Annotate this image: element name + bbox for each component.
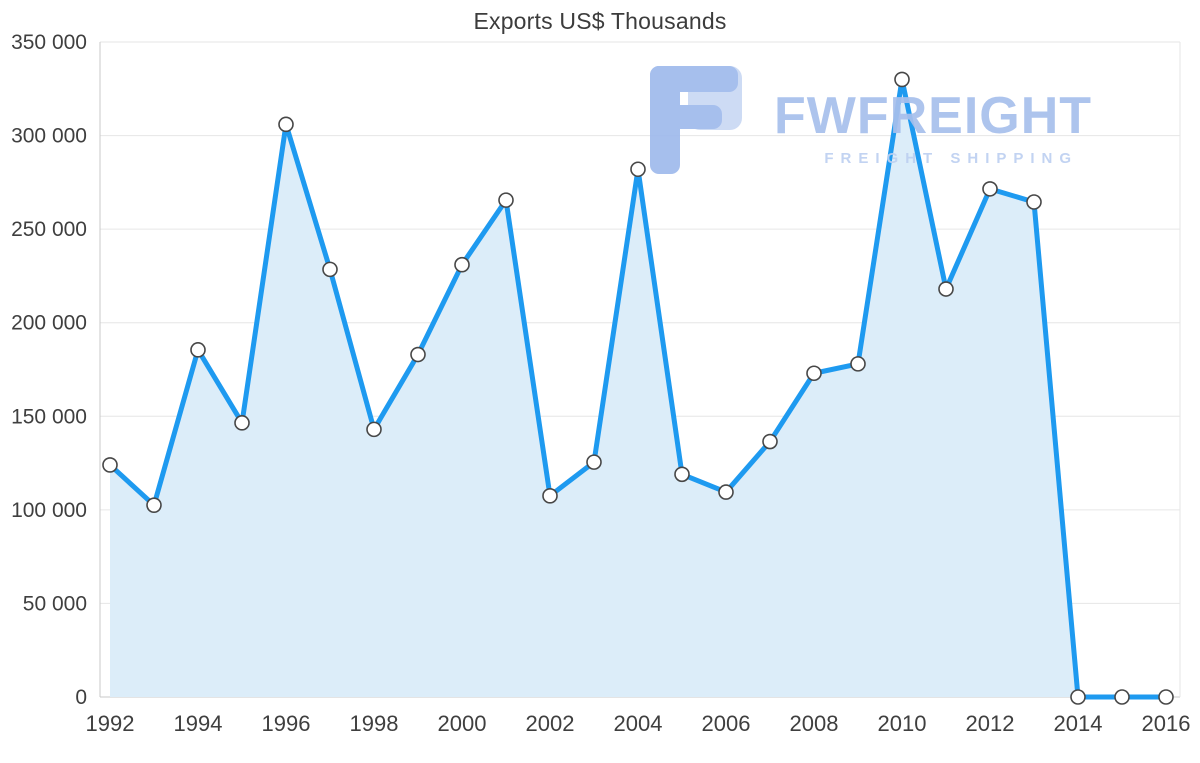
y-tick-label: 250 000 [11,218,87,241]
data-point-marker[interactable] [322,261,338,278]
x-tick-label: 1992 [86,711,135,736]
data-point-marker[interactable] [278,116,294,133]
x-tick-label: 2016 [1142,711,1191,736]
x-tick-label: 1996 [262,711,311,736]
data-point-marker[interactable] [806,365,822,382]
data-point-marker[interactable] [1158,689,1174,705]
chart-title: Exports US$ Thousands [473,8,727,34]
data-point-marker[interactable] [938,281,954,297]
x-tick-label: 2010 [878,711,927,736]
data-point-marker[interactable] [630,161,646,178]
data-point-marker[interactable] [850,356,866,372]
x-tick-label: 2002 [526,711,575,736]
data-point-marker[interactable] [718,484,734,500]
x-tick-label: 2004 [614,711,663,736]
data-point-marker[interactable] [982,181,998,197]
data-point-marker[interactable] [1026,194,1042,210]
data-point-marker[interactable] [1114,689,1130,705]
x-tick-label: 1994 [174,711,223,736]
x-tick-label: 1998 [350,711,399,736]
data-point-marker[interactable] [586,454,602,470]
x-tick-label: 2008 [790,711,839,736]
data-point-marker[interactable] [366,421,382,438]
x-tick-label: 2000 [438,711,487,736]
data-point-marker[interactable] [190,342,206,358]
data-point-marker[interactable] [102,457,118,473]
data-point-marker[interactable] [410,346,426,363]
y-tick-label: 0 [75,686,87,709]
area-fill [110,79,1166,697]
data-point-marker[interactable] [762,433,778,450]
x-tick-label: 2012 [966,711,1015,736]
x-tick-label: 2014 [1054,711,1103,736]
data-point-marker[interactable] [674,466,690,483]
data-point-marker[interactable] [498,192,514,208]
y-tick-label: 150 000 [11,405,87,428]
y-tick-label: 300 000 [11,125,87,148]
data-point-marker[interactable] [234,415,250,431]
x-tick-label: 2006 [702,711,751,736]
y-tick-label: 50 000 [23,592,87,615]
data-point-marker[interactable] [146,497,162,513]
y-tick-label: 350 000 [11,31,87,54]
data-point-marker[interactable] [1070,689,1086,705]
y-tick-label: 200 000 [11,312,87,335]
data-point-marker[interactable] [542,488,558,504]
y-tick-label: 100 000 [11,499,87,522]
data-point-marker[interactable] [894,71,910,88]
data-point-marker[interactable] [454,256,470,273]
